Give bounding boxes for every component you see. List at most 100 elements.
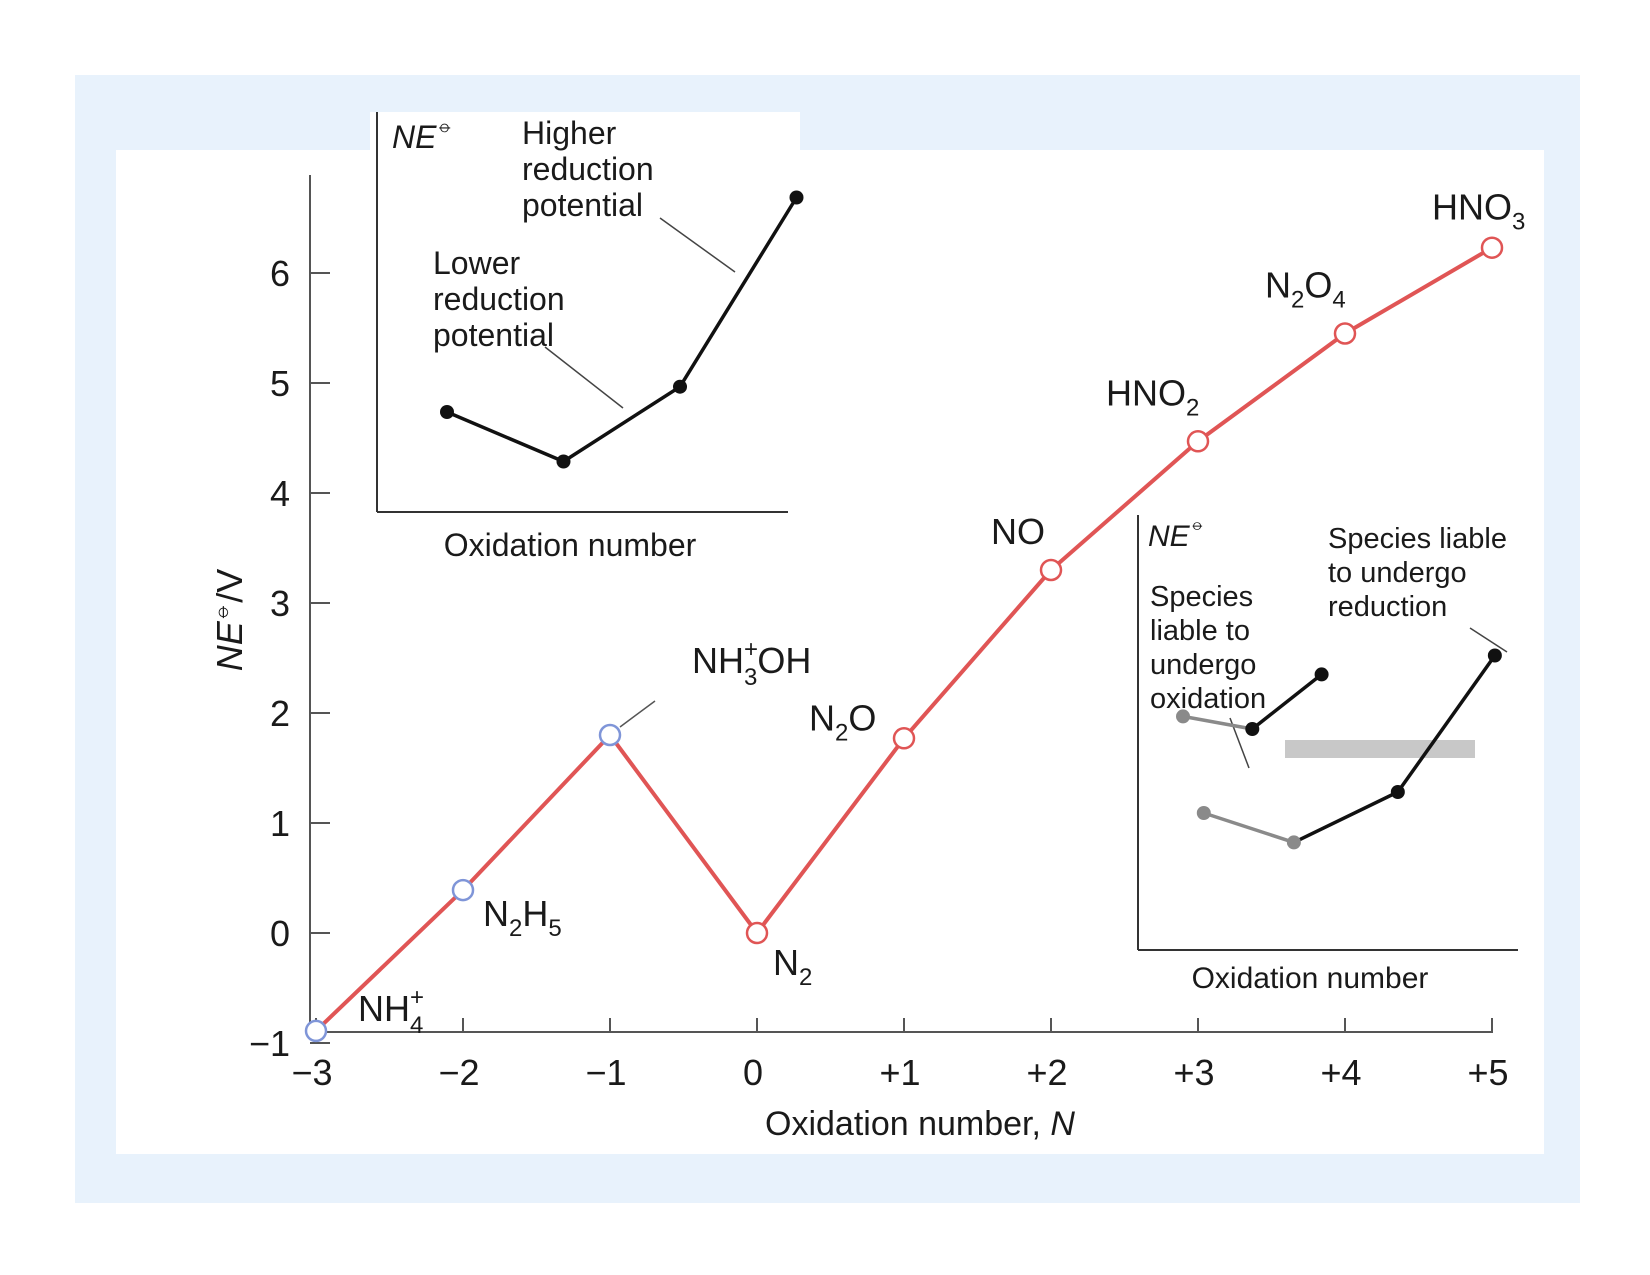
inset-b-reduction-line: reduction <box>1328 591 1447 623</box>
species-label-main: N <box>773 942 799 983</box>
inset-a-point <box>673 379 687 394</box>
data-point-marker <box>1186 430 1210 453</box>
y-tick-label: 3 <box>270 583 290 624</box>
species-label-main: NH <box>358 988 410 1029</box>
y-tick-label: −1 <box>249 1023 290 1064</box>
inset-b-series-segment <box>1182 714 1253 731</box>
x-tick-label: +2 <box>1026 1052 1067 1093</box>
inset-b-reduction-line: Species liable <box>1328 523 1507 555</box>
x-tick-label: −2 <box>438 1052 479 1093</box>
inset-b-oxidation-annotation: Species liable to undergo oxidation <box>1150 581 1266 715</box>
data-point-marker <box>1480 236 1504 259</box>
y-tick-label: 5 <box>270 363 290 404</box>
inset-b-oxidation-line: liable to <box>1150 615 1250 647</box>
species-label-tail: H <box>522 893 548 934</box>
species-label-tail: OH <box>757 640 811 681</box>
species-label-subscript: 4 <box>410 1012 423 1039</box>
inset-b-oxidation-line: Species <box>1150 581 1253 613</box>
species-label-subscript: 3 <box>1512 209 1525 236</box>
species-label-subscript: 2 <box>1291 287 1304 314</box>
y-axis-label-unit: /V <box>209 569 250 603</box>
species-label-subscript: 5 <box>548 915 561 942</box>
species-label-subscript: 2 <box>799 964 812 991</box>
species-label-subscript: 3 <box>744 664 757 691</box>
inset-b-reduction-line: to undergo <box>1328 557 1467 589</box>
species-label-main: NH <box>692 640 744 681</box>
inset-a-lower-annotation: Lower reduction potential <box>433 245 574 353</box>
inset-b-point <box>1286 835 1301 850</box>
x-tick-label: 0 <box>743 1052 763 1093</box>
species-label-main: N <box>809 697 835 738</box>
inset-a-higher-line: reduction <box>522 151 654 187</box>
species-leader <box>619 700 656 728</box>
species-label: NH+ 4 <box>358 984 424 1039</box>
species-label: N2O <box>809 697 876 746</box>
y-tick-label: 4 <box>270 473 290 514</box>
x-tick-label: +5 <box>1467 1052 1508 1093</box>
inset-reduction-potential: NE⦵ Higher reduction potential Lower red… <box>370 112 804 563</box>
inset-b-series-segment <box>1293 790 1399 844</box>
data-point-marker <box>1333 322 1357 345</box>
data-point-marker <box>745 921 769 945</box>
inset-a-series-line <box>446 196 798 464</box>
y-tick-label: 0 <box>270 913 290 954</box>
inset-a-background <box>370 112 800 552</box>
inset-b-point <box>1176 709 1190 724</box>
inset-a-point <box>440 405 454 419</box>
species-label-charge: + <box>410 984 424 1011</box>
species-label-main: NO <box>991 511 1045 552</box>
inset-b-series-segment <box>1203 811 1295 845</box>
data-point-marker <box>598 723 622 747</box>
species-label-main: N <box>1265 265 1291 306</box>
species-label-subscript: 2 <box>1186 394 1199 421</box>
species-label: HNO3 <box>1432 187 1525 236</box>
inset-b-point <box>1245 722 1260 736</box>
inset-a-y-label-quantity: NE <box>392 119 437 155</box>
x-tick-label: −3 <box>291 1052 332 1093</box>
inset-a-y-label: NE⦵ <box>392 115 453 155</box>
species-label-tail: O <box>848 697 876 738</box>
species-label: HNO2 <box>1106 372 1199 421</box>
inset-b-y-label: NE⦵ <box>1148 514 1205 553</box>
data-point-marker <box>451 878 475 902</box>
species-label: NH+ 3OH <box>692 636 811 691</box>
inset-b-y-label-quantity: NE <box>1148 520 1191 553</box>
inset-b-x-label: Oxidation number <box>1192 962 1429 995</box>
inset-b-point <box>1390 785 1405 799</box>
inset-oxidation-reduction: NE⦵ Species liable to undergo oxidation … <box>1137 514 1518 995</box>
inset-b-reduction-leader <box>1469 627 1508 653</box>
data-point-marker <box>304 1019 328 1043</box>
y-axis-label-quantity: NE <box>209 620 250 671</box>
y-tick-label: 6 <box>270 253 290 294</box>
inset-b-point <box>1196 806 1211 820</box>
species-label: N2H5 <box>483 893 562 942</box>
species-label-main: N <box>483 893 509 934</box>
x-tick-label: +4 <box>1320 1052 1361 1093</box>
data-point-marker <box>892 727 916 750</box>
inset-a-higher-annotation: Higher reduction potential <box>522 115 663 223</box>
species-label-main: HNO <box>1432 187 1512 228</box>
x-axis-label: Oxidation number, N <box>765 1105 1075 1143</box>
y-axis-label-standard-symbol: ⦵ <box>208 603 233 622</box>
y-tick-label: 2 <box>270 693 290 734</box>
inset-b-point <box>1314 667 1329 682</box>
y-axis-label: NE⦵/V <box>208 569 250 672</box>
x-axis-label-text: Oxidation number, <box>765 1105 1050 1143</box>
inset-a-higher-line: potential <box>522 187 643 223</box>
inset-b-oxidation-line: undergo <box>1150 649 1256 681</box>
species-label: N2 <box>773 942 812 991</box>
species-label-subscript: 4 <box>1332 287 1345 314</box>
y-tick-label: 1 <box>270 803 290 844</box>
species-label-main: HNO <box>1106 372 1186 413</box>
inset-a-point <box>789 190 804 205</box>
species-label: N2O4 <box>1265 265 1346 314</box>
inset-b-series-segment <box>1251 673 1323 731</box>
inset-a-lower-line: potential <box>433 317 554 353</box>
species-label-subscript: 2 <box>509 915 522 942</box>
inset-b-gray-band <box>1285 740 1475 758</box>
inset-b-series-segment <box>1396 654 1497 794</box>
species-label-tail: O <box>1304 265 1332 306</box>
inset-a-x-label: Oxidation number <box>444 527 697 563</box>
